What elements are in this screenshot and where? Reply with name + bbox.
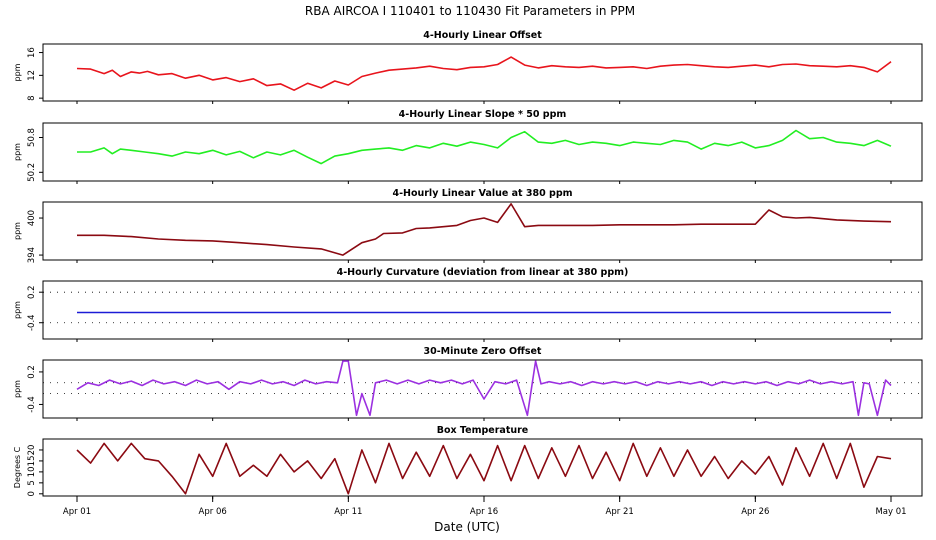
x-tick-label: Apr 01 <box>63 507 91 517</box>
x-tick-label: Apr 16 <box>470 507 498 517</box>
y-tick-label: 5 <box>27 480 37 485</box>
panel-frame <box>42 359 923 419</box>
y-axis-label: ppm <box>13 222 22 240</box>
panel-title: Box Temperature <box>437 425 529 436</box>
panel-frame <box>42 280 923 340</box>
x-tick-label: Apr 21 <box>606 507 634 517</box>
x-axis-label: Date (UTC) <box>434 520 500 534</box>
panel-4: 4-Hourly Curvature (deviation from linea… <box>13 267 923 342</box>
y-tick-label: 8 <box>27 95 37 100</box>
series-line <box>77 129 892 165</box>
x-tick-label: May 01 <box>875 507 906 517</box>
series-line <box>77 203 892 256</box>
y-tick-label: 50.2 <box>27 163 37 182</box>
x-tick-label: Apr 11 <box>334 507 362 517</box>
y-tick-label: 0 <box>27 491 37 496</box>
y-axis-label: ppm <box>13 63 22 81</box>
series-line <box>76 442 892 495</box>
y-tick-label: 10 <box>27 466 37 477</box>
panel-title: 4-Hourly Linear Value at 380 ppm <box>392 188 572 199</box>
y-axis-label: ppm <box>13 301 22 319</box>
y-tick-label: 12 <box>27 70 37 81</box>
panel-3: 4-Hourly Linear Value at 380 ppm ppm 394 40… <box>13 188 923 263</box>
panel-title: 4-Hourly Linear Offset <box>423 30 542 41</box>
panel-title: 4-Hourly Curvature (deviation from linea… <box>337 267 629 278</box>
y-axis-label: Degrees C <box>13 446 22 488</box>
y-tick-label: 15 <box>27 456 37 467</box>
panel-frame <box>42 201 923 261</box>
y-axis-label: ppm <box>13 143 22 161</box>
panel-5: 30-Minute Zero Offset ppm -0.4 0.2 <box>13 346 923 421</box>
x-tick-label: Apr 26 <box>741 507 769 517</box>
panel-frame <box>42 122 923 182</box>
y-tick-label: 400 <box>27 210 37 226</box>
panel-1: 4-Hourly Linear Offset ppm 8 12 16 <box>13 30 923 104</box>
x-tick-label: Apr 06 <box>199 507 227 517</box>
panel-frame <box>42 43 923 102</box>
chart-title: RBA AIRCOA I 110401 to 110430 Fit Parame… <box>305 4 635 18</box>
panel-2: 4-Hourly Linear Slope * 50 ppm ppm 50.2 50.… <box>13 109 923 184</box>
panel-frame <box>42 438 923 497</box>
y-tick-label: 0.2 <box>27 365 37 379</box>
y-tick-label: 0.2 <box>27 285 37 299</box>
y-tick-label: 20 <box>27 445 37 456</box>
series-line <box>76 360 892 417</box>
series-line <box>76 56 892 91</box>
y-tick-label: -0.4 <box>27 396 37 413</box>
panel-title: 4-Hourly Linear Slope * 50 ppm <box>399 109 567 120</box>
y-tick-label: 50.8 <box>27 128 37 147</box>
panel-title: 30-Minute Zero Offset <box>424 346 542 357</box>
y-tick-label: 394 <box>27 247 37 263</box>
y-tick-label: -0.4 <box>27 314 37 331</box>
y-axis-label: ppm <box>13 380 22 398</box>
y-tick-label: 16 <box>27 47 37 58</box>
x-axis: Apr 01 Apr 06 Apr 11 Apr 16 Apr 21 Apr 26 May … <box>63 496 907 517</box>
